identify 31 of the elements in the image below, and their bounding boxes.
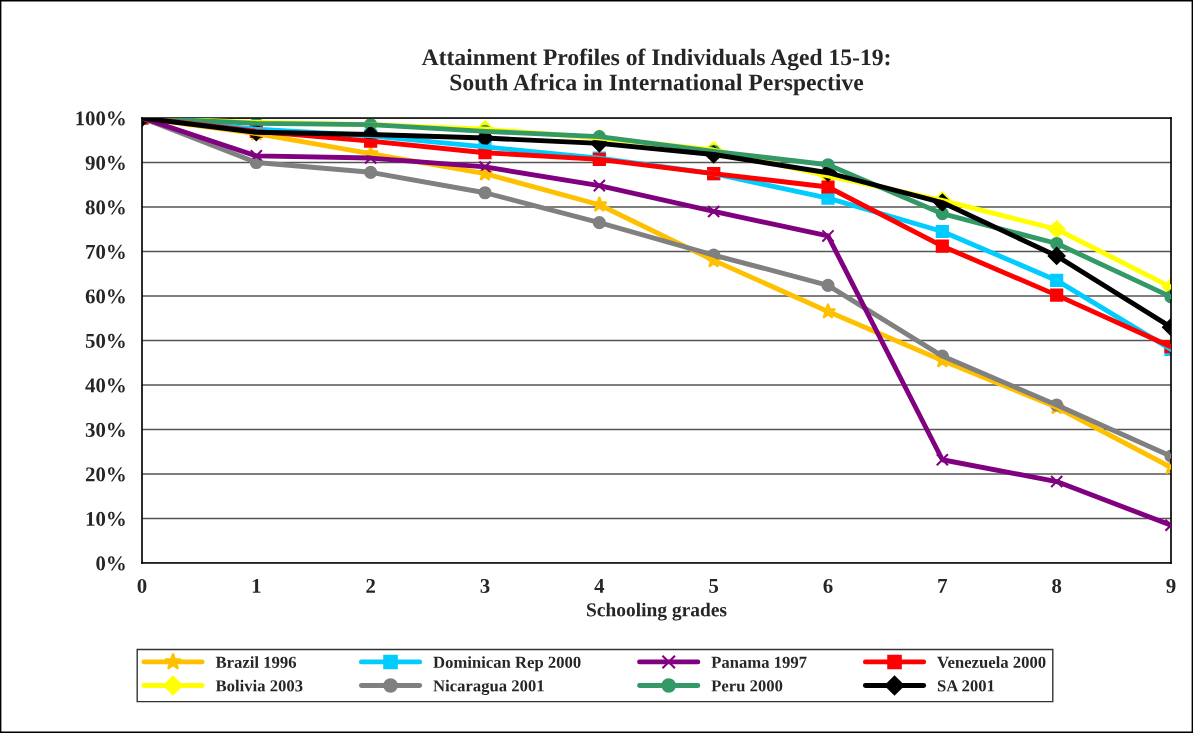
x-tick-label: 3 — [480, 578, 490, 593]
legend-label: Peru 2000 — [711, 680, 783, 692]
x-tick-label: 6 — [823, 578, 833, 593]
legend-label: Panama 1997 — [711, 656, 807, 668]
x-tick-label: 7 — [938, 579, 948, 593]
y-tick-label: 70% — [86, 244, 125, 259]
x-tick-label: 5 — [709, 579, 719, 593]
y-tick-label: 50% — [85, 333, 125, 348]
y-tick-label: 30% — [85, 422, 125, 437]
y-tick-label: 10% — [86, 511, 125, 526]
y-tick-label: 90% — [85, 155, 125, 170]
y-tick-label: 80% — [85, 200, 125, 215]
x-tick-label: 2 — [366, 578, 375, 593]
legend-label: Dominican Rep 2000 — [433, 656, 581, 672]
legend-label: Venezuela 2000 — [937, 656, 1046, 669]
y-tick-label: 20% — [85, 467, 125, 482]
legend-label: SA 2001 — [937, 680, 995, 692]
x-tick-label: 8 — [1052, 578, 1062, 593]
x-tick-label: 0 — [137, 578, 147, 593]
x-tick-label: 9 — [1166, 578, 1176, 593]
y-tick-label: 40% — [85, 378, 125, 393]
legend-label: Nicaragua 2001 — [433, 679, 544, 695]
chart-title: Attainment Profiles of Individuals Aged 15-19: South Africa in International Perspective — [421, 48, 890, 96]
x-axis-title: Schooling grades — [587, 602, 727, 621]
legend-label: Bolivia 2003 — [215, 679, 303, 692]
legend-label: Brazil 1996 — [215, 656, 297, 668]
y-tick-label: 100% — [76, 111, 125, 126]
x-tick-label: 1 — [252, 578, 261, 593]
y-tick-label: 60% — [85, 289, 125, 304]
y-tick-label: 0% — [96, 556, 125, 571]
x-tick-label: 4 — [594, 579, 605, 593]
